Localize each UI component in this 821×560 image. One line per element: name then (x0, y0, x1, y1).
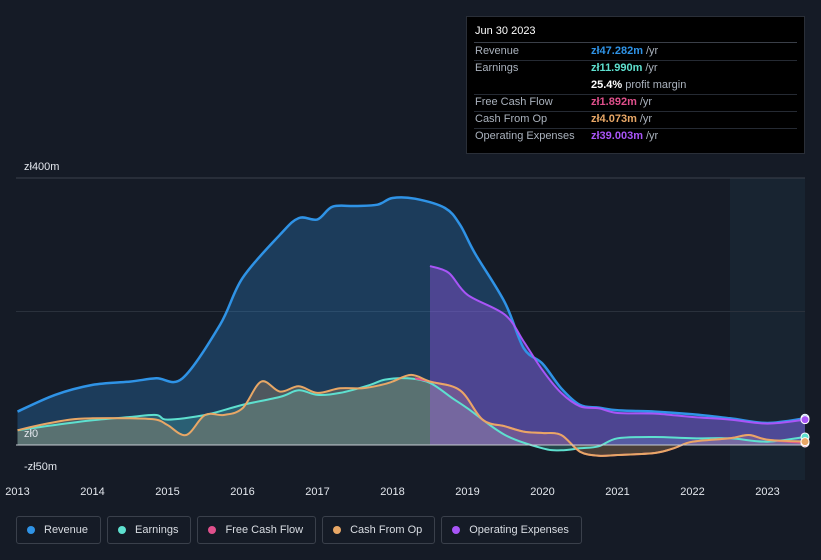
tooltip-value-unit: /yr (639, 113, 653, 125)
legend-item-operating-expenses[interactable]: Operating Expenses (441, 516, 582, 544)
legend-dot-icon (27, 526, 35, 534)
tooltip-value-text: zł11.990m (591, 62, 643, 74)
tooltip-row-divider (474, 128, 797, 129)
y-label-top: zł400m (24, 161, 59, 173)
earnings-line (17, 377, 806, 452)
tooltip: Jun 30 2023 Revenue zł47.282m/yr Earnings z… (466, 16, 805, 154)
x-tick-2023: 2023 (755, 486, 779, 498)
operating-expenses-line (429, 265, 806, 425)
cash-from-op-end-marker (800, 437, 810, 447)
tooltip-date: Jun 30 2023 (475, 25, 536, 37)
tooltip-value-unit: /yr (645, 45, 659, 57)
tooltip-row: Revenue zł47.282m/yr (475, 43, 797, 60)
revenue-line (16, 196, 806, 425)
tooltip-value-text: zł39.003m (591, 130, 643, 142)
tooltip-row-value: zł1.892m/yr (591, 96, 652, 108)
tooltip-row-label: Cash From Op (475, 113, 548, 125)
x-tick-2019: 2019 (455, 486, 479, 498)
x-tick-2022: 2022 (680, 486, 704, 498)
operating-expenses-end-marker (800, 415, 810, 425)
tooltip-value-unit: /yr (645, 62, 658, 74)
tooltip-row-value: zł11.990m/yr (591, 62, 658, 74)
legend-dot-icon (452, 526, 461, 534)
tooltip-row-label: Earnings (475, 62, 519, 74)
earnings-area (17, 378, 805, 451)
tooltip-value-unit: /yr (639, 96, 653, 108)
x-tick-2014: 2014 (80, 486, 104, 498)
legend-label: Operating Expenses (469, 524, 569, 536)
legend: Revenue Earnings Free Cash Flow Cash From O… (16, 516, 582, 546)
tooltip-value-text: 25.4% (591, 79, 623, 91)
x-tick-2018: 2018 (380, 486, 404, 498)
tooltip-value-text: zł4.073m (591, 113, 637, 125)
operating-expenses-area (430, 266, 805, 445)
tooltip-row: 25.4% profit margin (475, 77, 797, 94)
tooltip-divider (474, 42, 797, 43)
tooltip-row: Operating Expenses zł39.003m/yr (475, 128, 797, 145)
tooltip-value-unit: /yr (645, 130, 659, 142)
tooltip-row-divider (474, 111, 797, 112)
x-tick-2021: 2021 (605, 486, 629, 498)
legend-dot-icon (208, 526, 217, 534)
tooltip-row: Free Cash Flow zł1.892m/yr (475, 94, 797, 111)
tooltip-row-divider (474, 60, 797, 61)
legend-label: Revenue (44, 524, 89, 536)
tooltip-row-divider (474, 94, 797, 95)
revenue-area (17, 197, 805, 445)
tooltip-row-label: Revenue (475, 45, 520, 57)
x-tick-2013: 2013 (5, 486, 29, 498)
y-label-zero: zł0 (24, 428, 38, 440)
tooltip-value-unit: profit margin (625, 79, 687, 91)
legend-item-cash-from-op[interactable]: Cash From Op (322, 516, 436, 544)
tooltip-row-value: zł47.282m/yr (591, 45, 658, 57)
legend-dot-icon (333, 526, 342, 534)
x-tick-2020: 2020 (530, 486, 554, 498)
legend-dot-icon (118, 526, 127, 534)
cash-from-op-line (17, 373, 806, 457)
legend-label: Free Cash Flow (225, 524, 304, 536)
y-label-bottom: -zł50m (24, 461, 57, 473)
forecast-region (730, 178, 805, 480)
tooltip-row-value: zł39.003m/yr (591, 130, 658, 142)
legend-item-revenue[interactable]: Revenue (16, 516, 102, 544)
legend-item-earnings[interactable]: Earnings (107, 516, 192, 544)
tooltip-row-label: Operating Expenses (475, 130, 575, 142)
tooltip-row-value: zł4.073m/yr (591, 113, 652, 125)
x-tick-2016: 2016 (230, 486, 254, 498)
cash-from-op-area (17, 374, 805, 456)
tooltip-value-text: zł1.892m (591, 96, 637, 108)
x-tick-2017: 2017 (305, 486, 329, 498)
tooltip-row-value: 25.4% profit margin (591, 79, 686, 91)
tooltip-row-label: Free Cash Flow (475, 96, 553, 108)
legend-label: Cash From Op (350, 524, 423, 536)
tooltip-row: Cash From Op zł4.073m/yr (475, 111, 797, 128)
tooltip-value-text: zł47.282m (591, 45, 643, 57)
legend-item-free-cash-flow[interactable]: Free Cash Flow (197, 516, 317, 544)
tooltip-row: Earnings zł11.990m/yr (475, 60, 797, 77)
legend-label: Earnings (135, 524, 179, 536)
x-tick-2015: 2015 (155, 486, 179, 498)
